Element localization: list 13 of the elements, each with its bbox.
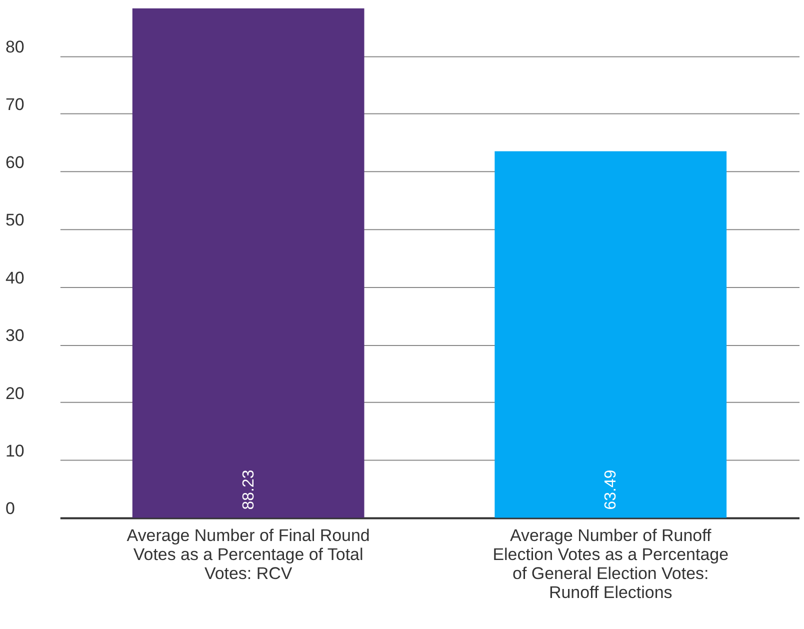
y-tick-label: 30	[5, 326, 24, 346]
y-tick-label: 60	[5, 152, 24, 172]
x-tick-label: Average Number of Final Round Votes as a Percentage of Total Votes: RCV	[126, 526, 370, 584]
data-label: 88.23	[240, 470, 258, 510]
y-tick-label: 20	[5, 384, 24, 403]
y-tick-label: 10	[5, 442, 24, 461]
y-tick-label: 0	[5, 499, 15, 518]
x-tick-label: Average Number of Runoff Election Votes as a Percentage of General Election Votes: Runoff Elections	[492, 526, 729, 602]
y-tick-label: 80	[5, 37, 24, 56]
y-tick-label: 50	[5, 210, 24, 230]
y-tick-label: 40	[5, 268, 24, 288]
data-label: 63.49	[602, 470, 620, 510]
y-tick-label: 70	[5, 95, 24, 114]
